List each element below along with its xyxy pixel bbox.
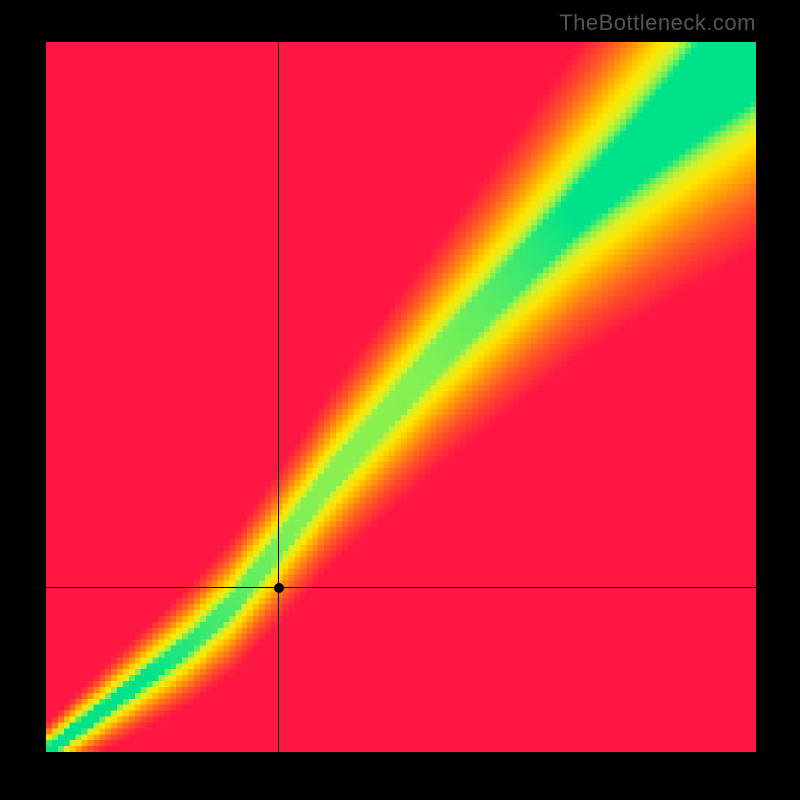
crosshair-horizontal: [46, 587, 756, 588]
crosshair-vertical: [278, 42, 279, 752]
crosshair-marker: [274, 583, 284, 593]
bottleneck-heatmap: [46, 42, 756, 752]
watermark-text: TheBottleneck.com: [559, 10, 756, 36]
chart-container: TheBottleneck.com: [0, 0, 800, 800]
